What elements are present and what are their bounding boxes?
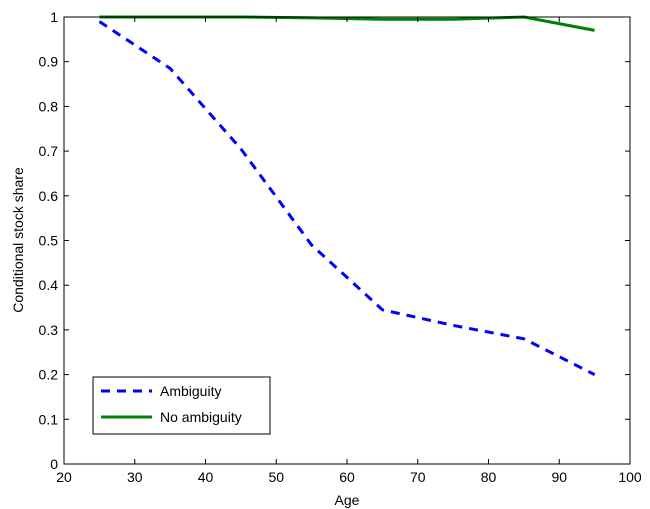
x-tick-label: 40 (198, 469, 214, 485)
y-tick-label: 0.1 (39, 411, 59, 427)
x-tick-label: 30 (127, 469, 143, 485)
y-tick-label: 0.5 (39, 233, 59, 249)
y-tick-label: 0.9 (39, 54, 59, 70)
y-axis-label: Conditional stock share (10, 167, 26, 313)
y-tick-label: 0.2 (39, 367, 59, 383)
x-tick-label: 80 (481, 469, 497, 485)
y-tick-label: 0.8 (39, 98, 59, 114)
y-tick-label: 0.6 (39, 188, 59, 204)
x-axis-label: Age (335, 492, 360, 508)
x-tick-label: 50 (268, 469, 284, 485)
ticks-layer: 20 30 40 50 60 70 80 90 100 0 0.1 0.2 0.3 0.4 0.5 0.6 0.… (39, 9, 642, 485)
x-tick-label: 70 (410, 469, 426, 485)
y-tick-label: 0.3 (39, 322, 59, 338)
x-tick-label: 20 (56, 469, 72, 485)
x-tick-label: 100 (618, 469, 642, 485)
y-tick-label: 1 (50, 9, 58, 25)
y-tick-label: 0.4 (39, 277, 59, 293)
legend-label-no-ambiguity: No ambiguity (160, 409, 242, 425)
legend-label-ambiguity: Ambiguity (160, 383, 221, 399)
y-tick-label: 0 (50, 456, 58, 472)
series-line-ambiguity (98, 20, 596, 376)
legend-box (92, 376, 271, 435)
x-tick-label: 90 (551, 469, 567, 485)
x-tick-label: 60 (339, 469, 355, 485)
legend: Ambiguity No ambiguity (92, 376, 271, 435)
y-tick-label: 0.7 (39, 143, 59, 159)
